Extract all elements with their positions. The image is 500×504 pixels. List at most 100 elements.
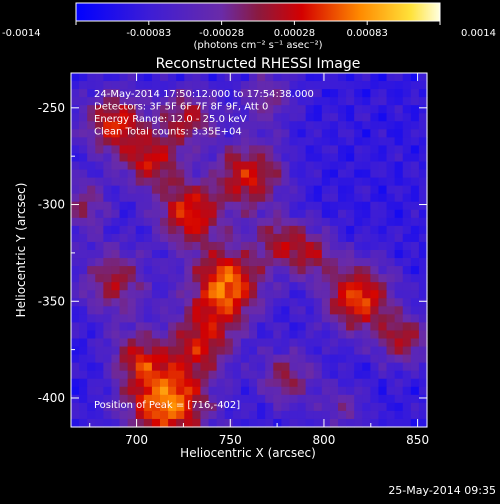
heatmap-cell	[224, 290, 234, 299]
heatmap-cell	[71, 193, 80, 203]
heatmap-cell	[216, 386, 226, 396]
heatmap-cell	[394, 250, 404, 259]
heatmap-cell	[329, 193, 339, 203]
heatmap-cell	[240, 185, 250, 195]
heatmap-cell	[216, 105, 226, 114]
heatmap-cell	[386, 402, 396, 412]
heatmap-cell	[143, 121, 153, 130]
heatmap-cell	[297, 121, 307, 130]
heatmap-cell	[321, 282, 331, 291]
heatmap-cell	[289, 410, 299, 420]
heatmap-cell	[208, 346, 218, 356]
heatmap-cell	[224, 153, 234, 163]
heatmap-cell	[224, 386, 234, 396]
heatmap-cell	[354, 217, 363, 227]
heatmap-cell	[289, 137, 299, 147]
heatmap-cell	[257, 386, 266, 396]
heatmap-cell	[224, 105, 234, 114]
heatmap-cell	[224, 402, 234, 412]
heatmap-cell	[103, 121, 113, 130]
heatmap-cell	[216, 217, 226, 227]
heatmap-cell	[297, 105, 307, 114]
heatmap-cell	[119, 225, 129, 235]
heatmap-cell	[184, 266, 193, 275]
heatmap-cell	[232, 290, 242, 299]
heatmap-cell	[160, 362, 169, 372]
heatmap-cell	[192, 330, 202, 340]
heatmap-cell	[95, 266, 104, 275]
heatmap-cell	[176, 177, 185, 187]
heatmap-cell	[321, 314, 331, 324]
heatmap-cell	[281, 418, 291, 428]
heatmap-cell	[95, 322, 104, 332]
heatmap-cell	[240, 177, 250, 187]
heatmap-cell	[362, 153, 371, 163]
heatmap-cell	[135, 73, 145, 82]
heatmap-cell	[111, 137, 121, 147]
heatmap-cell	[192, 121, 202, 130]
heatmap-cell	[289, 402, 299, 412]
heatmap-cell	[160, 153, 169, 163]
heatmap-cell	[346, 386, 355, 396]
heatmap-cell	[402, 73, 412, 82]
heatmap-cell	[378, 105, 388, 114]
annotation-line: Clean Total counts: 3.35E+04	[94, 127, 242, 138]
heatmap-cell	[135, 378, 145, 388]
heatmap-cell	[321, 233, 331, 243]
heatmap-cell	[289, 201, 299, 211]
heatmap-cell	[386, 129, 396, 138]
heatmap-cell	[402, 225, 412, 235]
heatmap-cell	[249, 338, 258, 348]
heatmap-cell	[224, 394, 234, 404]
heatmap-cell	[305, 97, 315, 106]
heatmap-cell	[289, 185, 299, 195]
heatmap-cell	[95, 81, 104, 90]
heatmap-cell	[265, 113, 274, 122]
heatmap-cell	[103, 338, 113, 348]
heatmap-cell	[257, 161, 266, 171]
heatmap-cell	[394, 201, 404, 211]
heatmap-cell	[216, 306, 226, 315]
heatmap-cell	[338, 241, 347, 251]
heatmap-cell	[200, 394, 210, 404]
heatmap-cell	[273, 201, 282, 211]
heatmap-cell	[184, 169, 193, 179]
heatmap-cell	[111, 378, 121, 388]
heatmap-cell	[386, 298, 396, 307]
heatmap-cell	[176, 185, 185, 195]
heatmap-cell	[184, 314, 193, 324]
heatmap-cell	[273, 97, 282, 106]
heatmap-cell	[362, 386, 371, 396]
heatmap-cell	[95, 298, 104, 307]
heatmap-cell	[208, 314, 218, 324]
heatmap-cell	[394, 177, 404, 187]
heatmap-cell	[265, 298, 274, 307]
heatmap-cell	[297, 314, 307, 324]
heatmap-cell	[394, 386, 404, 396]
heatmap-cell	[321, 346, 331, 356]
heatmap-cell	[184, 121, 193, 130]
heatmap-cell	[135, 322, 145, 332]
heatmap-cell	[249, 73, 258, 82]
heatmap-cell	[176, 225, 185, 235]
heatmap-cell	[71, 225, 80, 235]
heatmap-cell	[402, 185, 412, 195]
heatmap-cell	[281, 378, 291, 388]
heatmap-cell	[95, 129, 104, 138]
heatmap-cell	[71, 306, 80, 315]
heatmap-cell	[135, 330, 145, 340]
heatmap-cell	[329, 394, 339, 404]
heatmap-cell	[192, 354, 202, 364]
heatmap-cell	[418, 73, 428, 82]
heatmap-cell	[216, 137, 226, 147]
heatmap-cell	[378, 410, 388, 420]
heatmap-cell	[240, 153, 250, 163]
heatmap-cell	[119, 338, 129, 348]
x-tick-label: 750	[219, 433, 242, 447]
heatmap-cell	[297, 193, 307, 203]
heatmap-cell	[386, 322, 396, 332]
heatmap-cell	[410, 161, 420, 171]
heatmap-cell	[71, 169, 80, 179]
heatmap-cell	[240, 169, 250, 179]
heatmap-cell	[200, 209, 210, 219]
